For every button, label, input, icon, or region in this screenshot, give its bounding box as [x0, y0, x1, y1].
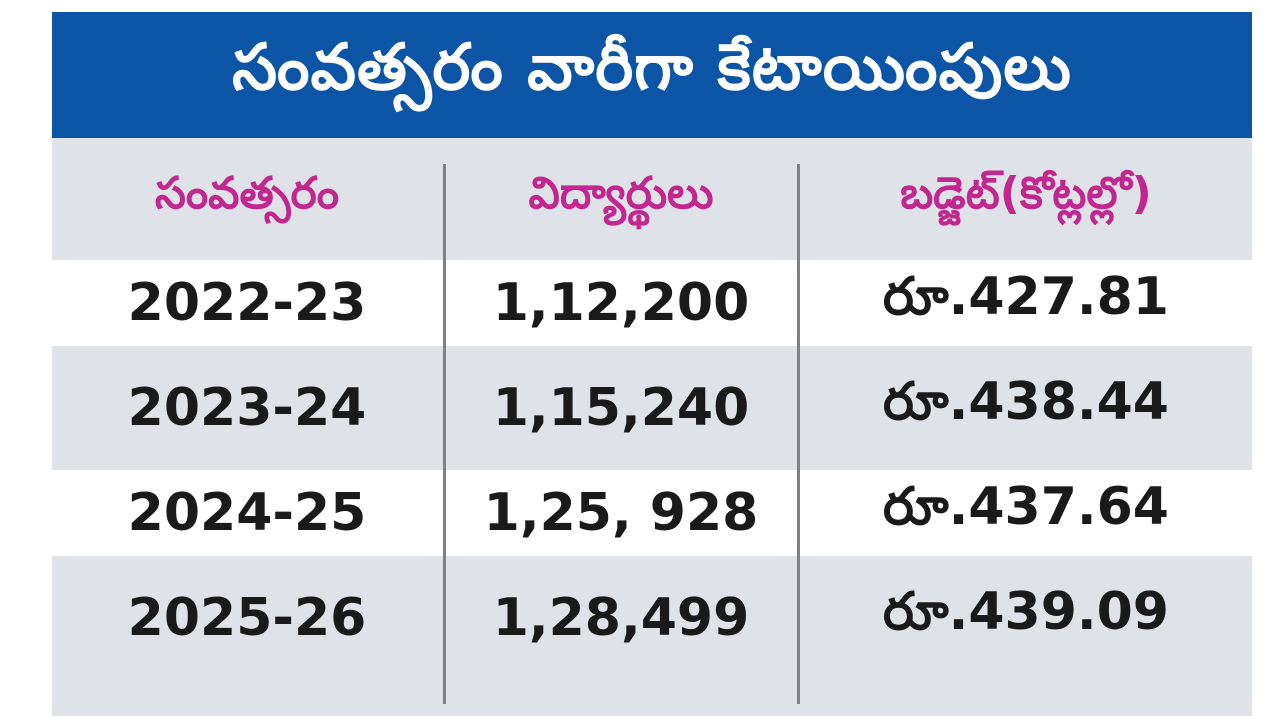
title-bar: సంవత్సరం వారీగా కేటాయింపులు	[52, 12, 1252, 138]
table-row: 2022-23 1,12,200 రూ.427.81	[52, 260, 1252, 346]
column-header-year: సంవత్సరం	[154, 168, 340, 219]
year-cell: 2022-23	[127, 273, 367, 333]
year-cell: 2024-25	[127, 483, 367, 543]
header-row: సంవత్సరం విద్యార్థులు బడ్జెట్(కోట్లల్లో)	[52, 138, 1252, 260]
table-row: 2025-26 1,28,499 రూ.439.09	[52, 556, 1252, 680]
students-cell: 1,28,499	[492, 588, 750, 648]
column-header-budget: బడ్జెట్(కోట్లల్లో)	[900, 168, 1152, 219]
column-divider	[443, 164, 446, 704]
table-row: 2024-25 1,25, 928 రూ.437.64	[52, 470, 1252, 556]
budget-cell: రూ.439.09	[883, 581, 1169, 642]
students-cell: 1,15,240	[492, 378, 750, 438]
year-cell: 2023-24	[127, 378, 367, 438]
budget-cell: రూ.437.64	[883, 476, 1169, 537]
table-row: 2023-24 1,15,240 రూ.438.44	[52, 346, 1252, 470]
budget-cell: రూ.438.44	[883, 371, 1169, 432]
allocation-table: సంవత్సరం వారీగా కేటాయింపులు సంవత్సరం విద…	[52, 12, 1252, 716]
year-cell: 2025-26	[127, 588, 367, 648]
budget-cell: రూ.427.81	[883, 266, 1169, 327]
table-title: సంవత్సరం వారీగా కేటాయింపులు	[232, 30, 1072, 105]
students-cell: 1,12,200	[492, 273, 750, 333]
column-divider	[797, 164, 800, 704]
students-cell: 1,25, 928	[483, 483, 759, 543]
column-header-students: విద్యార్థులు	[528, 168, 714, 219]
